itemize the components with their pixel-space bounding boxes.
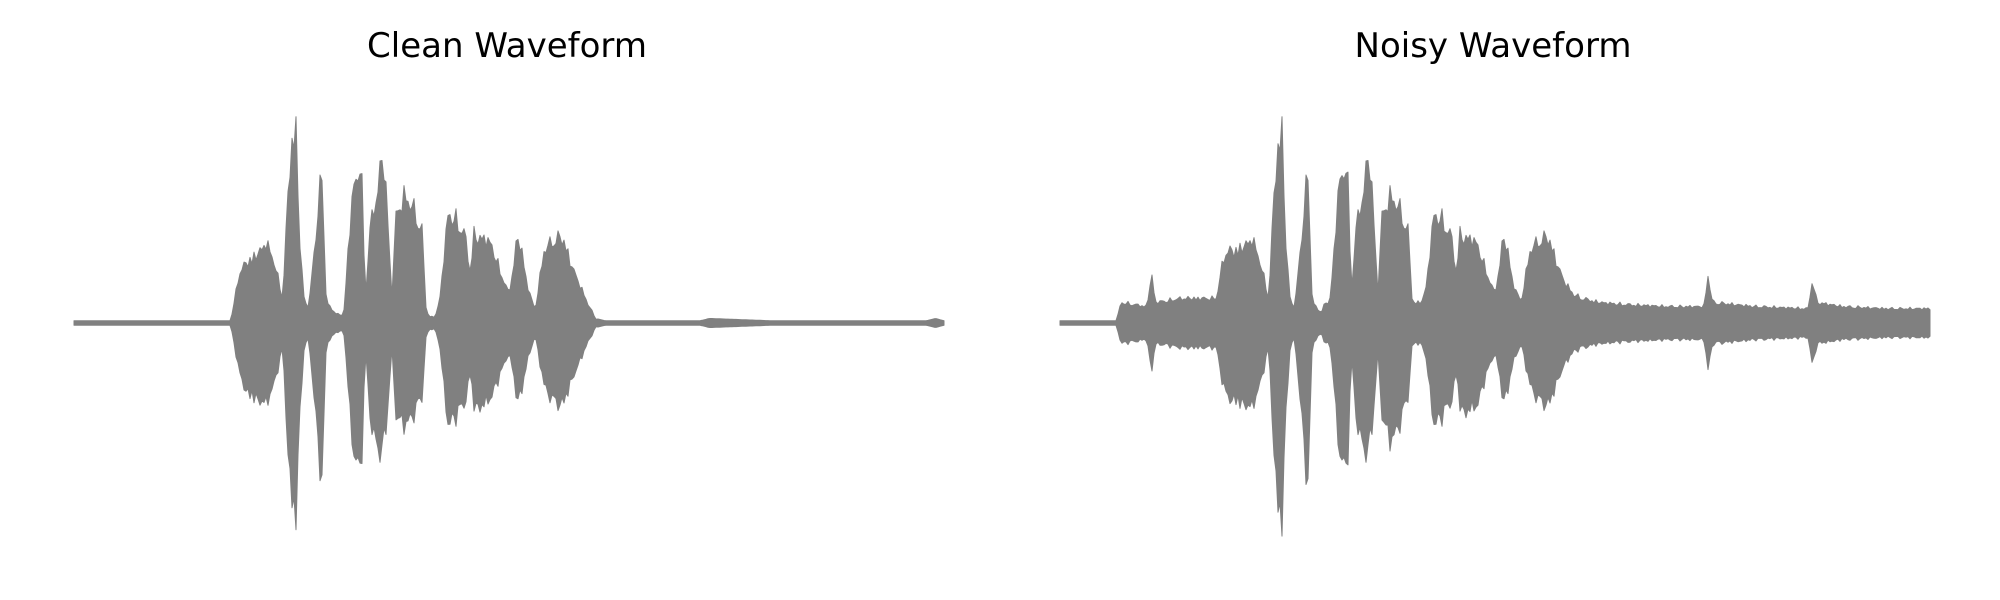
noisy-waveform-panel: Noisy Waveform bbox=[1059, 26, 1931, 537]
clean-waveform-panel: Clean Waveform bbox=[73, 26, 945, 531]
noisy-waveform-area bbox=[1059, 116, 1931, 537]
clean-waveform-area bbox=[73, 116, 945, 531]
clean-waveform-title: Clean Waveform bbox=[367, 26, 647, 66]
noisy-waveform-title: Noisy Waveform bbox=[1355, 26, 1632, 66]
